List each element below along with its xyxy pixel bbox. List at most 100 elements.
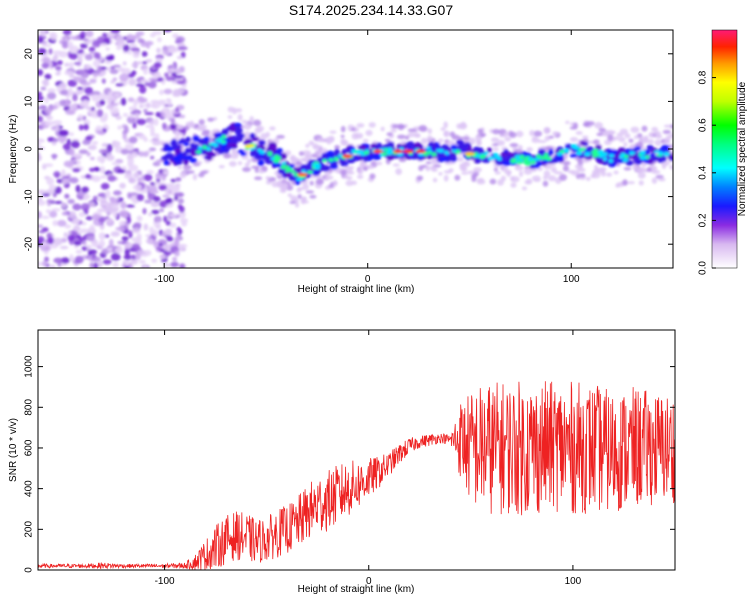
noise-blob xyxy=(60,89,70,96)
noise-blob xyxy=(44,256,50,263)
noise-blob xyxy=(72,168,81,173)
colorbar-gradient xyxy=(711,29,738,269)
noise-blob xyxy=(144,199,152,204)
noise-blob xyxy=(54,200,63,205)
halo-blob xyxy=(594,121,604,129)
noise-blob xyxy=(128,177,137,184)
halo-blob xyxy=(669,124,673,129)
ridge-highlight xyxy=(301,169,306,173)
noise-blob xyxy=(138,259,146,264)
noise-blob xyxy=(82,38,89,42)
ridge-blob xyxy=(203,136,210,143)
ridge-highlight xyxy=(356,150,361,155)
halo-blob xyxy=(462,136,470,141)
halo-blob xyxy=(317,137,326,143)
noise-blob xyxy=(164,72,169,78)
halo-blob xyxy=(569,126,578,130)
ridge-blob xyxy=(284,171,292,178)
ridge-highlight xyxy=(516,160,523,165)
halo-blob xyxy=(177,165,183,170)
noise-blob xyxy=(106,143,113,152)
ridge-blob xyxy=(293,168,301,175)
snr-ytick-label: 800 xyxy=(24,399,35,416)
halo-blob xyxy=(551,163,556,167)
noise-blob xyxy=(135,83,145,87)
noise-blob xyxy=(103,37,111,42)
halo-blob xyxy=(669,164,673,170)
ridge-blob xyxy=(462,144,469,150)
ridge-highlight xyxy=(487,156,493,161)
halo-blob xyxy=(563,161,571,166)
halo-blob xyxy=(591,171,601,179)
noise-blob xyxy=(71,103,77,109)
halo-blob xyxy=(244,162,250,167)
noise-blob xyxy=(49,104,58,110)
noise-blob xyxy=(44,107,52,115)
halo-blob xyxy=(242,166,251,172)
noise-blob xyxy=(150,79,159,83)
halo-blob xyxy=(663,124,672,128)
halo-blob xyxy=(510,175,515,182)
halo-blob xyxy=(357,168,364,175)
noise-blob xyxy=(41,260,47,267)
noise-blob xyxy=(177,244,186,252)
halo-blob xyxy=(543,127,551,134)
noise-blob xyxy=(143,137,148,143)
halo-blob xyxy=(458,122,468,130)
noise-blob xyxy=(177,46,188,51)
noise-blob xyxy=(77,55,83,64)
halo-blob xyxy=(380,126,385,132)
noise-blob xyxy=(180,51,186,59)
noise-blob xyxy=(143,173,153,182)
ridge-blob xyxy=(181,151,188,157)
noise-blob xyxy=(54,124,60,132)
noise-blob xyxy=(159,208,165,213)
noise-blob xyxy=(85,136,93,141)
colorbar-label: Normalized spectral amplitude xyxy=(737,81,748,216)
noise-blob xyxy=(112,261,119,268)
noise-blob xyxy=(70,140,80,149)
noise-blob xyxy=(110,66,115,70)
ridge-highlight xyxy=(593,148,599,152)
noise-blob xyxy=(105,190,111,199)
noise-blob xyxy=(42,56,51,64)
halo-blob xyxy=(504,136,512,142)
noise-blob xyxy=(124,242,133,248)
noise-blob xyxy=(128,78,137,86)
noise-blob xyxy=(132,200,139,204)
ridge-blob xyxy=(503,148,509,155)
halo-blob xyxy=(308,140,315,146)
halo-blob xyxy=(228,160,237,167)
noise-blob xyxy=(123,125,129,134)
noise-blob xyxy=(165,229,172,236)
halo-blob xyxy=(658,177,666,182)
noise-blob xyxy=(172,256,178,262)
halo-blob xyxy=(524,180,531,185)
ridge-blob xyxy=(537,161,543,166)
halo-blob xyxy=(231,147,236,154)
halo-blob xyxy=(623,166,632,171)
ridge-highlight xyxy=(542,157,549,160)
hotspot xyxy=(372,149,383,154)
ridge-blob xyxy=(305,162,313,170)
ridge-blob xyxy=(580,140,586,146)
halo-blob xyxy=(510,182,517,188)
halo-blob xyxy=(641,125,648,132)
halo-blob xyxy=(256,125,265,132)
ridge-highlight xyxy=(290,170,296,174)
colorbar-axes: 0.0 0.2 0.4 0.6 0.8 xyxy=(698,70,716,275)
halo-blob xyxy=(173,130,181,136)
ridge-blob xyxy=(172,155,181,163)
noise-blob xyxy=(80,31,87,39)
noise-blob xyxy=(69,177,79,184)
ridge-blob xyxy=(504,156,512,161)
ridge-blob xyxy=(357,145,367,151)
noise-blob xyxy=(156,246,162,251)
noise-blob xyxy=(38,106,44,110)
noise-blob xyxy=(150,103,157,108)
halo-blob xyxy=(492,147,499,152)
halo-blob xyxy=(218,164,225,169)
halo-blob xyxy=(599,167,606,171)
noise-blob xyxy=(78,149,89,155)
